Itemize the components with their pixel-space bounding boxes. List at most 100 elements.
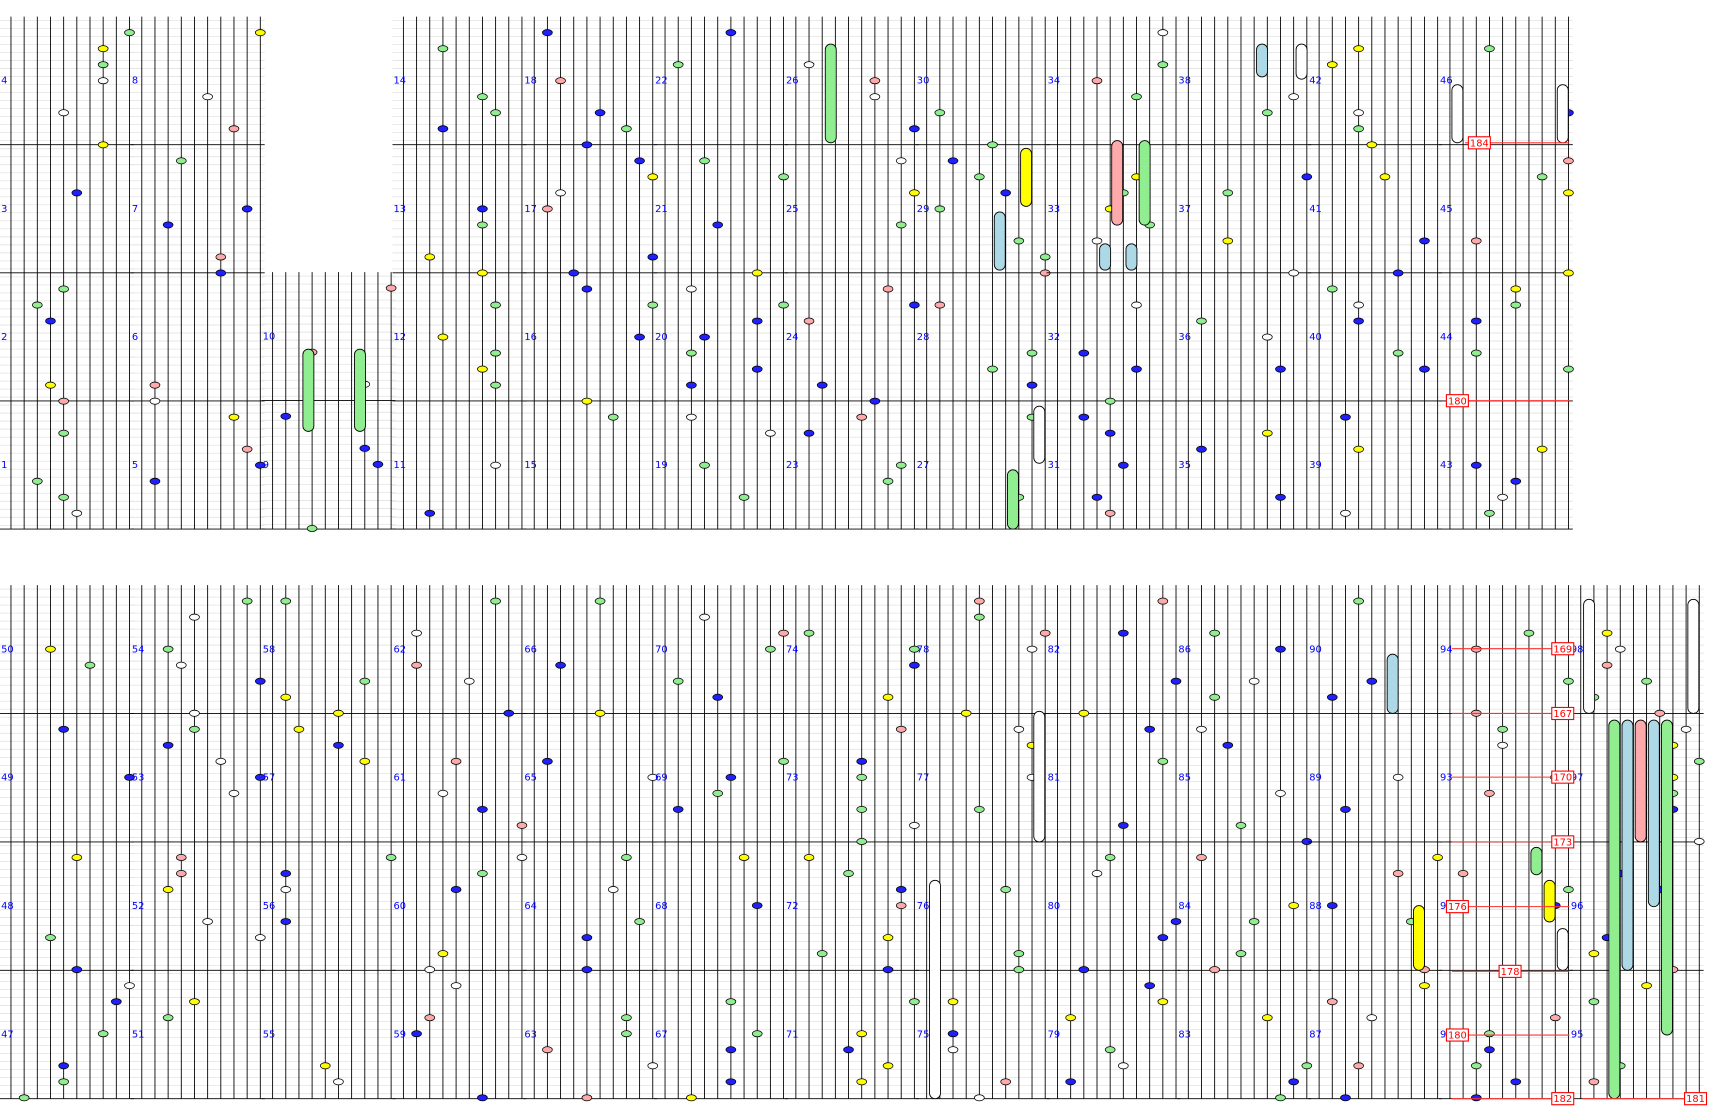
- gate: [450, 886, 462, 893]
- gate: [162, 221, 174, 229]
- row-label: 82: [1048, 644, 1061, 655]
- gate: [843, 1046, 854, 1054]
- gate: [1104, 429, 1116, 437]
- gate: [1039, 253, 1051, 261]
- capsule: [1007, 469, 1019, 530]
- gate: [1563, 886, 1574, 893]
- gate: [816, 381, 828, 389]
- row-label: 70: [655, 644, 668, 655]
- gate: [1563, 189, 1574, 197]
- gate: [725, 29, 737, 37]
- row-label: 36: [1178, 332, 1191, 343]
- gate: [1275, 645, 1286, 653]
- gate: [477, 93, 488, 101]
- gate: [319, 1062, 331, 1070]
- gate: [1588, 950, 1600, 958]
- gate: [437, 125, 449, 133]
- gate: [1484, 1046, 1495, 1054]
- capsule: [1033, 405, 1046, 464]
- gate: [228, 789, 240, 797]
- gate: [895, 461, 907, 469]
- gate: [1000, 1078, 1012, 1086]
- gate: [647, 173, 659, 181]
- gate: [1091, 237, 1103, 245]
- capsule: [1621, 719, 1634, 971]
- gate: [869, 397, 881, 405]
- row-label: 53: [132, 773, 145, 784]
- capsule: [1608, 719, 1621, 1100]
- gate: [1248, 677, 1260, 685]
- gate: [856, 757, 868, 765]
- gate: [477, 221, 488, 229]
- gate: [1301, 1062, 1313, 1070]
- gate: [686, 1094, 697, 1102]
- marker-box: [1467, 136, 1491, 150]
- gate: [594, 709, 606, 717]
- gate: [909, 125, 920, 133]
- gate: [1563, 677, 1574, 685]
- gate: [647, 1062, 659, 1070]
- gate: [280, 886, 292, 893]
- gate: [437, 45, 449, 53]
- gate: [215, 757, 227, 765]
- gate: [1470, 1094, 1482, 1102]
- row-label: 34: [1048, 76, 1061, 87]
- capsule: [1033, 710, 1046, 843]
- gate: [1392, 870, 1404, 877]
- gate: [1340, 1094, 1351, 1102]
- gate: [621, 125, 632, 133]
- gate: [778, 301, 789, 309]
- gate: [411, 1030, 422, 1038]
- row-label: 13: [394, 204, 407, 215]
- gate: [947, 157, 959, 165]
- row-label: 59: [394, 1029, 407, 1040]
- gate: [751, 269, 763, 277]
- gate: [1536, 445, 1548, 453]
- gate: [751, 317, 763, 325]
- capsule: [1138, 140, 1151, 226]
- gate: [1091, 493, 1103, 501]
- gate: [215, 253, 227, 261]
- row-label: 18: [524, 76, 537, 87]
- gate: [1104, 1046, 1116, 1054]
- gate: [712, 789, 724, 797]
- gate: [672, 805, 684, 813]
- gate: [1536, 173, 1548, 181]
- gate: [1013, 725, 1025, 733]
- gate: [1275, 365, 1286, 373]
- row-label: 27: [917, 460, 930, 471]
- row-label: 37: [1178, 204, 1191, 215]
- row-label: 52: [132, 901, 145, 912]
- row-label: 93: [1440, 773, 1453, 784]
- gate: [1196, 445, 1207, 453]
- row-label: 56: [263, 901, 276, 912]
- row-label: 24: [786, 332, 799, 343]
- row-label: 67: [655, 1029, 668, 1040]
- row-label: 10: [263, 331, 276, 342]
- gate: [699, 157, 710, 165]
- row-label: 45: [1440, 204, 1453, 215]
- row-label: 11: [394, 460, 407, 471]
- gate: [424, 966, 436, 974]
- marker-box: [1498, 964, 1522, 978]
- gate: [974, 597, 985, 605]
- gate: [490, 301, 501, 309]
- gate: [581, 1094, 593, 1102]
- gate: [162, 741, 174, 749]
- gate: [333, 709, 344, 717]
- gate: [1693, 757, 1705, 765]
- gate: [621, 1030, 632, 1038]
- gate: [1340, 805, 1351, 813]
- gate: [477, 269, 488, 277]
- marker-box: [1445, 394, 1469, 408]
- gate: [477, 205, 488, 213]
- capsule: [1647, 719, 1660, 908]
- row-label: 98: [1571, 644, 1584, 655]
- gate: [149, 477, 161, 485]
- row-label: 43: [1440, 460, 1453, 471]
- row-label: 89: [1309, 773, 1322, 784]
- gate: [45, 317, 56, 325]
- gate: [1013, 950, 1025, 958]
- gate: [1078, 413, 1090, 421]
